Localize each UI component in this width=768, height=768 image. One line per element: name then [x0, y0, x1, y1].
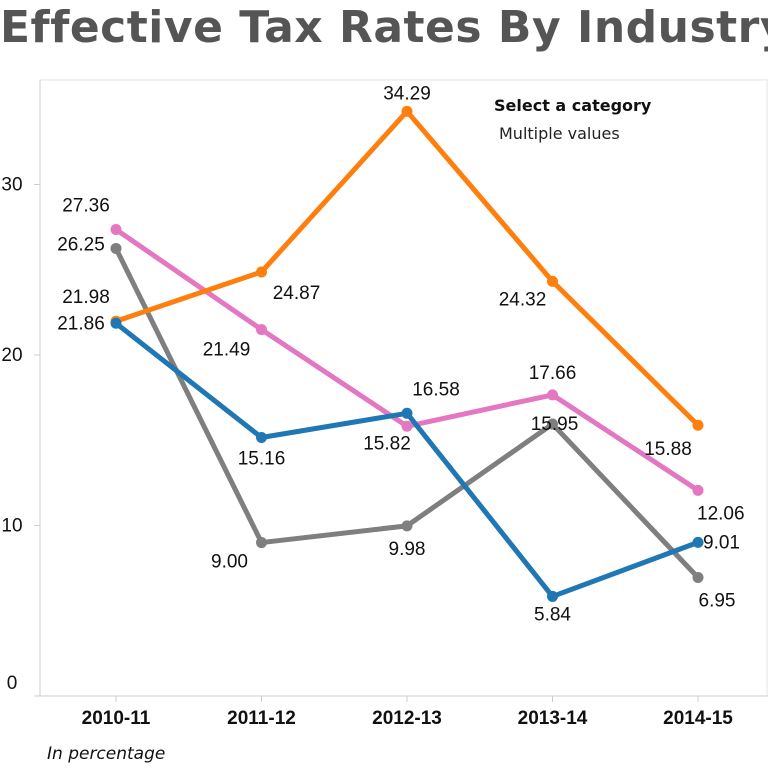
y-tick-label: 10 [1, 516, 22, 537]
data-point[interactable] [692, 572, 704, 584]
data-point[interactable] [547, 590, 558, 602]
series-data-labels: 26.25 9.00 9.98 15.95 6.95 27.36 21.49 15.82 17.… [57, 83, 744, 625]
data-label: 6.95 [699, 591, 736, 612]
data-point[interactable] [547, 418, 558, 430]
data-label: 24.87 [273, 283, 321, 304]
data-label: 21.98 [62, 287, 110, 308]
y-tick-label: 30 [1, 175, 22, 196]
data-label: 15.16 [238, 449, 286, 470]
x-tick-label: 2010-11 [82, 708, 151, 729]
data-point[interactable] [401, 105, 413, 117]
x-tick-label: 2011-12 [227, 708, 296, 729]
data-label: 21.86 [57, 313, 105, 334]
units-footnote: In percentage [47, 744, 166, 764]
series-points [110, 105, 704, 602]
data-point[interactable] [110, 224, 122, 236]
data-point[interactable] [401, 420, 413, 432]
x-tick-label: 2014-15 [663, 708, 733, 729]
y-axis-ticks: 0 10 20 30 [1, 175, 40, 697]
data-label: 9.00 [211, 552, 248, 573]
data-point[interactable] [692, 484, 704, 496]
data-label: 9.98 [389, 539, 426, 560]
x-tick-label: 2013-14 [518, 708, 588, 729]
category-filter-value[interactable]: Multiple values [499, 124, 620, 143]
data-point[interactable] [547, 389, 558, 401]
data-label: 9.01 [703, 532, 740, 553]
data-point[interactable] [256, 266, 267, 278]
data-label: 5.84 [534, 604, 571, 625]
x-axis-ticks: 2010-11 2011-12 2012-13 2013-14 2014-15 [82, 696, 733, 729]
data-point[interactable] [256, 324, 267, 336]
y-tick-label: 20 [1, 345, 22, 366]
data-point[interactable] [692, 536, 704, 548]
data-label: 15.88 [644, 439, 692, 460]
data-point[interactable] [256, 537, 267, 549]
data-label: 16.58 [412, 379, 460, 400]
category-filter-label: Select a category [494, 96, 652, 115]
data-label: 12.06 [697, 503, 745, 524]
data-label: 24.32 [499, 289, 547, 310]
data-point[interactable] [110, 242, 122, 254]
data-label: 27.36 [62, 196, 110, 217]
data-label: 15.95 [531, 414, 579, 435]
data-point[interactable] [547, 275, 558, 287]
data-label: 17.66 [529, 363, 577, 384]
data-point[interactable] [256, 432, 267, 444]
y-tick-label: 0 [7, 673, 18, 694]
data-point[interactable] [401, 520, 413, 532]
data-label: 21.49 [203, 340, 251, 361]
series-line[interactable] [113, 108, 701, 428]
data-point[interactable] [692, 419, 704, 431]
data-label: 34.29 [383, 83, 431, 104]
data-label: 15.82 [363, 433, 411, 454]
data-label: 26.25 [57, 234, 105, 255]
x-tick-label: 2012-13 [372, 708, 442, 729]
data-point[interactable] [110, 317, 122, 329]
chart-title: Effective Tax Rates By Industry [0, 2, 768, 53]
data-point[interactable] [401, 407, 413, 419]
